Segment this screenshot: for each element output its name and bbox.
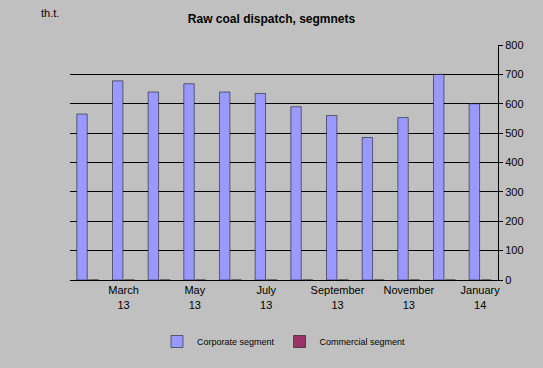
svg-text:500: 500: [505, 127, 523, 139]
svg-text:800: 800: [505, 39, 523, 51]
svg-text:November13: November13: [383, 284, 434, 310]
svg-text:January14: January14: [461, 284, 501, 310]
svg-text:Corporate segment: Corporate segment: [197, 337, 275, 347]
svg-text:Commercial segment: Commercial segment: [320, 337, 406, 347]
svg-text:0: 0: [505, 274, 511, 286]
svg-text:March13: March13: [108, 284, 139, 310]
svg-text:July13: July13: [256, 284, 276, 310]
svg-text:Raw coal dispatch, segmnets: Raw coal dispatch, segmnets: [188, 12, 356, 26]
svg-text:th.t.: th.t.: [41, 7, 59, 19]
svg-text:600: 600: [505, 98, 523, 110]
svg-text:200: 200: [505, 215, 523, 227]
svg-text:September13: September13: [311, 284, 365, 310]
svg-text:400: 400: [505, 156, 523, 168]
svg-text:300: 300: [505, 186, 523, 198]
svg-text:700: 700: [505, 68, 523, 80]
svg-text:100: 100: [505, 244, 523, 256]
svg-text:May13: May13: [184, 284, 205, 310]
